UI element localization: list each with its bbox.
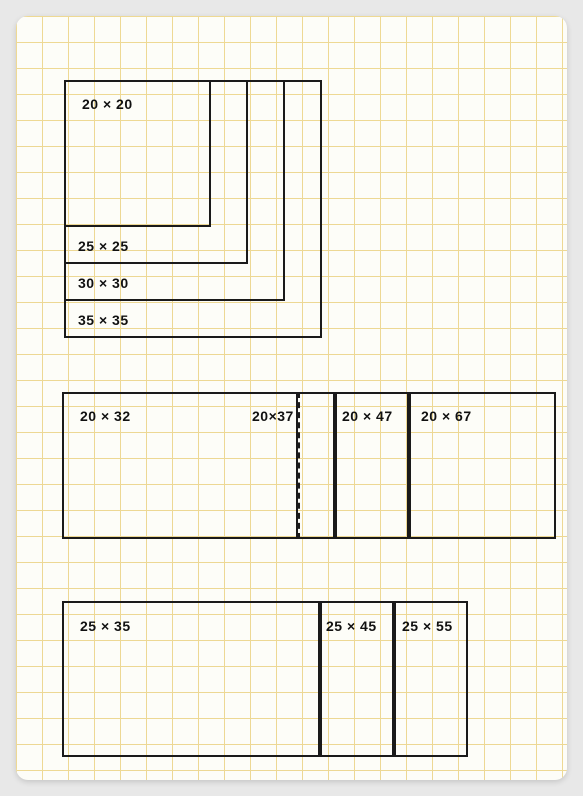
label-20x67: 20 × 67	[421, 408, 472, 424]
label-20x47: 20 × 47	[342, 408, 393, 424]
label-30x30: 30 × 30	[78, 275, 129, 291]
graph-paper: 20 × 20 25 × 25 30 × 30 35 × 35 20 × 32 …	[16, 16, 567, 780]
label-20x20: 20 × 20	[82, 96, 133, 112]
rect-20x37	[298, 392, 335, 539]
label-20x37: 20×37	[252, 408, 294, 424]
label-35x35: 35 × 35	[78, 312, 129, 328]
label-25x45: 25 × 45	[326, 618, 377, 634]
label-25x25: 25 × 25	[78, 238, 129, 254]
label-25x35: 25 × 35	[80, 618, 131, 634]
label-25x55: 25 × 55	[402, 618, 453, 634]
label-20x32: 20 × 32	[80, 408, 131, 424]
diagram-layer: 20 × 20 25 × 25 30 × 30 35 × 35 20 × 32 …	[16, 16, 567, 780]
